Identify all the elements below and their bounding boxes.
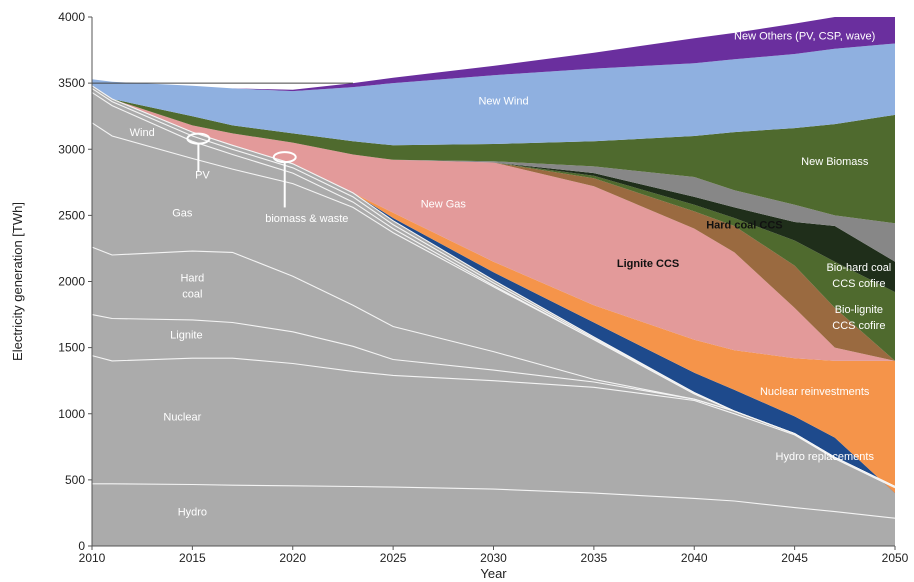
series-label-wind: Wind [130,127,155,139]
area-biomass-waste [92,85,895,487]
area-new-wind [92,43,895,146]
series-label-nuclear: Nuclear [163,411,201,423]
area-hydro-replacements [92,85,895,494]
area-new-biomass [92,85,895,224]
area-nuclear [92,355,895,519]
x-tick-label: 2045 [781,551,808,565]
area-lignite [92,314,895,488]
y-tick-label: 1500 [58,341,85,355]
x-axis-title: Year [480,566,507,581]
area-gas [92,122,895,487]
series-label-pv: PV [195,169,210,181]
series-label-ccs-cofire: CCS cofire [832,278,885,290]
area-hard-coal [92,247,895,487]
y-axis-ticks: 0 500 1000 1500 2000 2500 3000 3500 4000 [58,10,92,553]
x-tick-label: 2035 [581,551,608,565]
y-tick-label: 2500 [58,208,85,222]
series-label-new-biomass: New Biomass [801,156,869,168]
callouts [186,132,297,208]
y-tick-label: 4000 [58,10,85,24]
line-hydro [92,483,896,519]
y-tick-label: 500 [65,473,85,487]
x-tick-label: 2015 [179,551,206,565]
series-label-ccs-cofire: CCS cofire [832,320,885,332]
series-label-bio-lignite: Bio-lignite [835,304,883,316]
series-label-biomass-waste: biomass & waste [265,213,348,225]
series-label-bio-hard-coal: Bio-hard coal [826,262,891,274]
y-tick-label: 3500 [58,76,85,90]
x-tick-label: 2050 [882,551,909,565]
series-label-coal: coal [182,288,202,300]
area-hydro [92,483,895,546]
series-label-hard-coal-ccs: Hard coal CCS [706,220,782,232]
series-label-lignite: Lignite [170,329,202,341]
x-tick-label: 2030 [480,551,507,565]
x-axis-ticks: 2010 2015 2020 2025 2030 2035 2040 2045 2050 [79,546,909,565]
y-tick-label: 1000 [58,407,85,421]
series-label-nuclear-reinvestments: Nuclear reinvestments [760,386,870,398]
area-bio-lignite-ccs-cofire [92,85,895,361]
series-label-lignite-ccs: Lignite CCS [617,258,679,270]
series-label-new-others-pv-csp-wave: New Others (PV, CSP, wave) [734,30,875,42]
y-tick-label: 2000 [58,275,85,289]
series-label-new-gas: New Gas [421,198,467,210]
series-label-hard: Hard [180,273,204,285]
series-label-hydro-replacements: Hydro replacements [776,451,875,463]
x-tick-label: 2040 [681,551,708,565]
series-label-new-wind: New Wind [478,95,528,107]
series-label-hydro: Hydro [178,507,207,519]
x-tick-label: 2025 [380,551,407,565]
area-new-others-pv-csp-wave [92,17,895,92]
y-tick-label: 3000 [58,142,85,156]
axes: 2010 2015 2020 2025 2030 2035 2040 2045 2050 0 50… [58,10,908,565]
x-tick-label: 2010 [79,551,106,565]
area-pv [92,88,895,487]
x-tick-label: 2020 [279,551,306,565]
y-tick-label: 0 [78,539,85,553]
series-label-gas: Gas [172,208,193,220]
y-axis-title: Electricity generation [TWh] [10,202,25,361]
series-labels: Hydro Nuclear Lignite Hard coal Gas Wind PV biom… [130,30,892,518]
line-nuclear [91,355,896,489]
